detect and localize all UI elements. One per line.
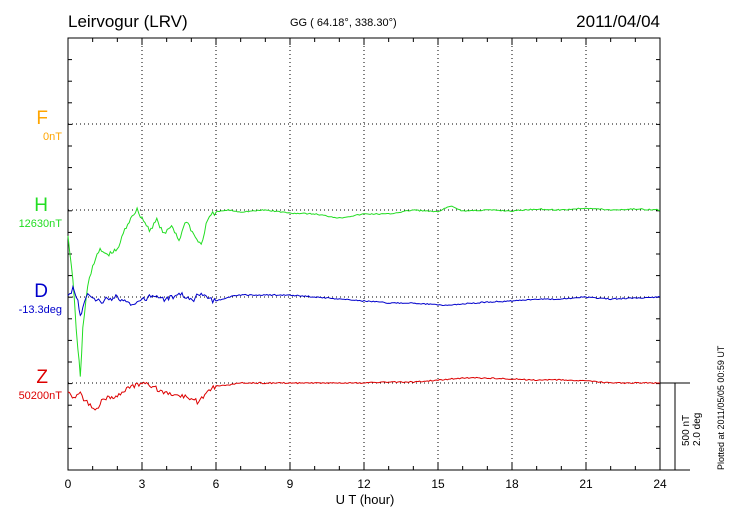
x-tick-label-21: 21 <box>579 477 593 491</box>
series-Z <box>67 376 660 411</box>
series-D <box>67 284 661 317</box>
scale-bar <box>660 382 690 471</box>
station-name: Leirvogur (LRV) <box>68 12 188 31</box>
scale-label-nT: 500 nT <box>681 414 692 446</box>
series-lines <box>67 205 661 411</box>
component-base-D: -13.3deg <box>18 304 62 316</box>
plot-frame <box>67 37 661 471</box>
x-tick-label-9: 9 <box>287 477 294 491</box>
component-label-Z: Z <box>36 367 48 388</box>
grid-lines <box>68 38 660 470</box>
x-tick-label-24: 24 <box>653 477 667 491</box>
x-tick-label-3: 3 <box>139 477 146 491</box>
plotted-timestamp: Plotted at 2011/05/05 00:59 UT <box>716 345 726 470</box>
x-tick-label-12: 12 <box>357 477 371 491</box>
station-coords: GG ( 64.18°, 338.30°) <box>290 17 397 29</box>
axis-ticks: 0 3 6 9 12 15 18 21 24 <box>65 37 667 491</box>
x-tick-label-0: 0 <box>65 477 72 491</box>
component-base-H: 12630nT <box>18 218 62 230</box>
component-label-H: H <box>34 195 48 216</box>
x-tick-label-6: 6 <box>213 477 220 491</box>
scale-label-deg: 2.0 deg <box>692 412 703 446</box>
series-H <box>67 205 661 377</box>
component-base-F: 0nT <box>43 131 62 143</box>
component-label-F: F <box>36 108 48 129</box>
component-base-Z: 50200nT <box>18 390 62 402</box>
component-label-D: D <box>34 281 48 302</box>
x-tick-label-15: 15 <box>431 477 445 491</box>
x-axis-label: U T (hour) <box>335 492 395 507</box>
plot-date: 2011/04/04 <box>576 12 660 31</box>
x-tick-label-18: 18 <box>505 477 519 491</box>
